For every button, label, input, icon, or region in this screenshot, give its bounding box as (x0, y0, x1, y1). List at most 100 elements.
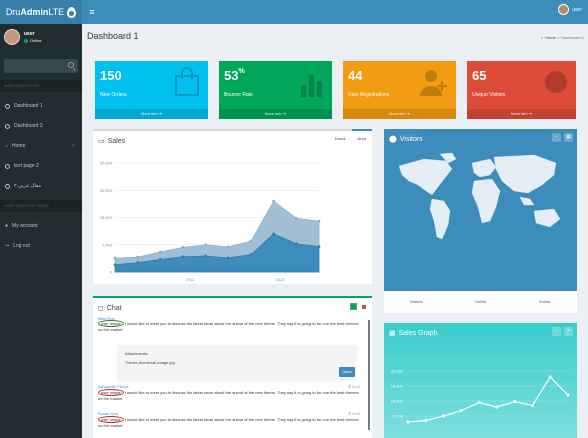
circle-icon (5, 103, 10, 109)
tab-donut[interactable]: Donut (334, 136, 346, 141)
data-point[interactable] (566, 393, 570, 397)
sidebar-item-arabic-article[interactable]: مقال عربي ۲ (0, 176, 82, 196)
breadcrumb-separator: › (557, 35, 560, 40)
data-point[interactable] (406, 420, 410, 424)
sidebar-item-dashboard-2[interactable]: Dashboard 2 (0, 116, 82, 136)
data-point[interactable] (548, 375, 552, 379)
stat-online: Online (474, 299, 487, 304)
circle-icon (5, 163, 10, 169)
y-tick-label: 10,000 (391, 399, 404, 404)
data-point[interactable] (113, 263, 117, 267)
data-point[interactable] (204, 243, 208, 247)
chat-user-name[interactable]: Susan Doe (98, 411, 118, 416)
data-point[interactable] (317, 219, 321, 223)
user-add-icon (420, 70, 447, 96)
sidebar-item-dashboard-1[interactable]: Dashboard 1 (0, 96, 82, 116)
world-map (398, 152, 561, 240)
data-point[interactable] (181, 245, 185, 249)
data-point[interactable] (459, 409, 463, 413)
status-green-button[interactable] (350, 303, 357, 310)
small-box-value: 65 (472, 68, 487, 83)
map-asia[interactable] (493, 154, 557, 194)
data-point[interactable] (477, 400, 481, 405)
map-south-america[interactable] (429, 198, 451, 240)
data-point[interactable] (249, 253, 253, 256)
data-point[interactable] (294, 216, 298, 220)
map-indonesia[interactable] (519, 196, 535, 206)
small-box-label: Unique Visitors (472, 92, 506, 98)
sales-tabs: Donut Area (329, 129, 372, 146)
logo[interactable]: DruAdminLTE (0, 0, 82, 24)
map-australia[interactable] (533, 208, 561, 228)
remove-button[interactable]: × (564, 327, 573, 336)
more-info-link[interactable]: More info ➔ (95, 109, 208, 119)
data-point[interactable] (158, 257, 162, 261)
main-header: DruAdminLTE ≡ user (0, 0, 588, 24)
tab-area[interactable]: Area (351, 129, 372, 146)
data-point[interactable] (136, 261, 140, 264)
map-greenland[interactable] (439, 152, 457, 164)
sidebar: user Online MAIN NAVIGATION Dashboard 1 … (0, 24, 82, 438)
data-point[interactable] (317, 245, 321, 248)
main-nav-header: MAIN NAVIGATION (0, 80, 82, 92)
more-info-link[interactable]: More info ➔ (219, 109, 332, 119)
collapse-button[interactable]: − (552, 327, 561, 336)
sidebar-item-my-account[interactable]: ● My account (5, 223, 38, 229)
status-red-button[interactable] (362, 305, 366, 309)
data-point[interactable] (136, 255, 140, 259)
data-point[interactable] (113, 256, 117, 260)
calendar-button[interactable]: ▦ (564, 133, 573, 142)
y-tick-label: 15,000 (100, 215, 113, 220)
sales-title: ▭ Sales (98, 137, 126, 146)
map-africa[interactable] (471, 178, 501, 224)
data-point[interactable] (530, 403, 535, 408)
chat-message: Susan Doe ⏱ 5:30 user image I would like … (98, 411, 360, 428)
data-point[interactable] (158, 250, 162, 254)
more-info-link[interactable]: More info ➔ (467, 109, 576, 119)
search-icon[interactable] (68, 62, 74, 68)
data-point[interactable] (294, 242, 298, 246)
data-point[interactable] (272, 232, 276, 236)
data-point[interactable] (441, 414, 446, 418)
sidebar-toggle-button[interactable]: ≡ (89, 7, 95, 17)
data-point[interactable] (495, 405, 499, 409)
x-tick-label: 2013 (276, 277, 286, 282)
sidebar-item-home[interactable]: ⌂ Home ‹ (5, 143, 74, 149)
chat-scrollbar[interactable] (368, 320, 370, 430)
data-point[interactable] (424, 418, 428, 423)
collapse-button[interactable]: − (552, 133, 561, 142)
breadcrumb-current: Dashboard 1 (561, 35, 584, 40)
data-point[interactable] (181, 255, 185, 259)
circle-icon (5, 183, 10, 189)
data-point[interactable] (249, 239, 253, 243)
sidebar-user-name: user (24, 31, 35, 37)
data-point[interactable] (272, 199, 276, 203)
map-marker-icon: ⬤ (389, 136, 397, 143)
sidebar-search-input[interactable] (4, 59, 78, 73)
stat-exists: Exists (539, 299, 551, 304)
visitors-tools: − ▦ (552, 133, 573, 142)
avatar (4, 29, 20, 45)
sales-graph-title: ▦ Sales Graph (389, 329, 438, 338)
chat-user-name[interactable]: Alexander Pierce (98, 384, 129, 389)
sidebar-item-log-out[interactable]: ↪ Log out (5, 243, 30, 249)
small-box-user-registrations: 44 User Registrations More info ➔ (343, 61, 456, 119)
sidebar-item-test-page-2[interactable]: test page 2 (0, 156, 82, 176)
map-north-america[interactable] (398, 158, 453, 196)
data-point[interactable] (513, 400, 517, 404)
open-button[interactable]: Open (339, 367, 355, 377)
data-point[interactable] (204, 254, 208, 258)
header-user-menu[interactable]: user (558, 4, 582, 15)
data-point[interactable] (226, 245, 230, 249)
breadcrumb-home[interactable]: Home (545, 35, 556, 40)
chat-user-name[interactable]: Mike Doe (98, 316, 115, 320)
more-info-link[interactable]: More info ➔ (343, 109, 456, 119)
attachment-file[interactable]: Theme-thumbnail-image.jpg (125, 360, 175, 365)
visitors-box: ⬤ Visitors − ▦ (384, 129, 577, 309)
avatar (558, 4, 570, 15)
data-point[interactable] (226, 256, 230, 260)
circle-icon (5, 123, 10, 129)
sales-line (407, 376, 569, 423)
status: Online (24, 38, 42, 43)
map-europe[interactable] (471, 158, 497, 178)
